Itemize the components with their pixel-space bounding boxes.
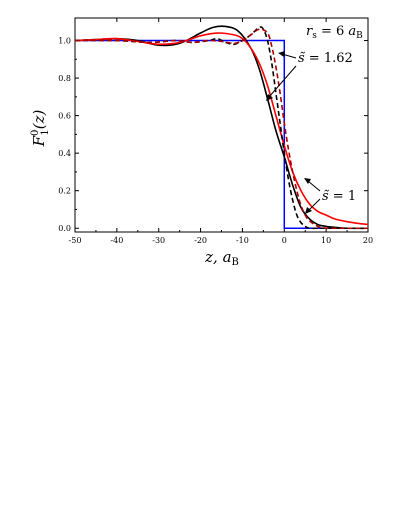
series-line-2: [74, 32, 369, 226]
x-tick-label: -40: [110, 236, 123, 245]
arrow-s162-lower: [266, 65, 297, 101]
x-tick-label: -20: [194, 236, 207, 245]
x-axis-label: z, aB: [204, 248, 239, 268]
annotation-s-1: s̃ = 1: [322, 189, 356, 204]
y-tick-label: 0.4: [58, 149, 71, 158]
x-tick-label: -30: [152, 236, 165, 245]
x-tick-label: 10: [321, 236, 331, 245]
y-tick-label: 0.2: [58, 187, 71, 196]
y-tick-label: 0.0: [58, 224, 71, 233]
y-tick-label: 1.0: [58, 37, 71, 46]
arrow-s1-upper: [304, 178, 321, 192]
axis-ticks: -50 -40 -30 -20 -10 0 10 20 0.0 0.2 0.4 0.6 0.8 1.0: [58, 18, 373, 245]
series-group: [74, 25, 369, 230]
x-tick-label: 0: [282, 236, 287, 245]
annotation-rs: rs = 6 aB: [306, 24, 363, 41]
y-tick-label: 0.8: [58, 74, 71, 83]
y-tick-label: 0.6: [58, 112, 71, 121]
y-axis-label: F01(z): [30, 109, 51, 147]
arrow-s1-lower: [305, 198, 321, 214]
x-tick-label: -50: [69, 236, 82, 245]
x-tick-label: -10: [236, 236, 249, 245]
arrow-s162-upper: [278, 51, 297, 59]
annotation-s-1-62: s̃ = 1.62: [298, 51, 353, 66]
x-tick-label: 20: [363, 236, 373, 245]
